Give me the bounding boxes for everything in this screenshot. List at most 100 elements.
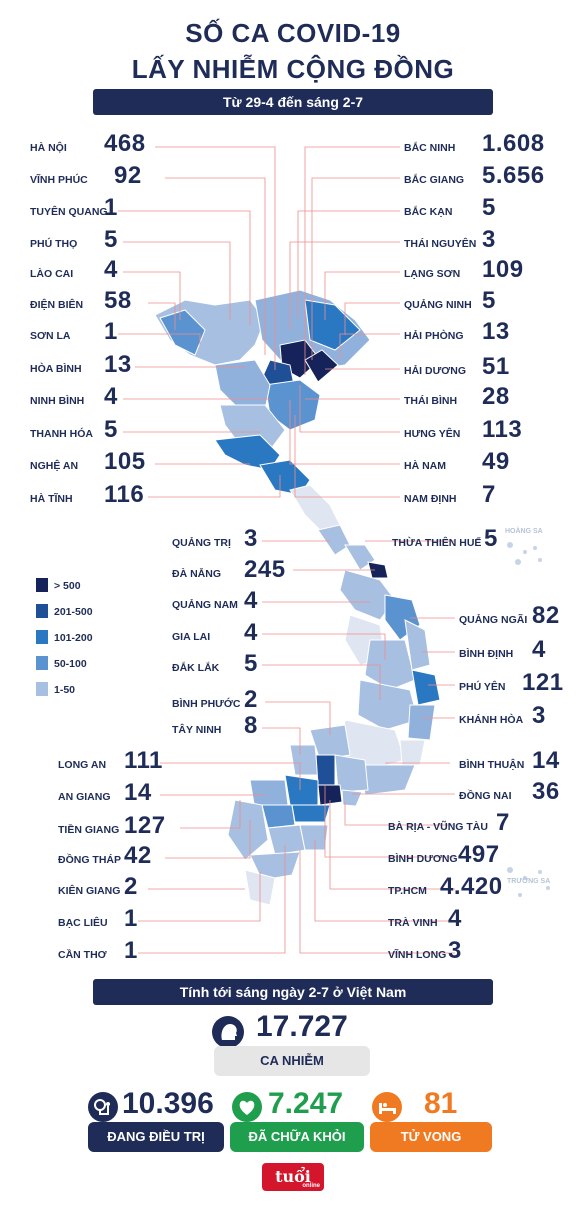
province-count: 7 bbox=[496, 809, 510, 836]
province-label: LONG AN bbox=[58, 759, 107, 771]
province-count: 3 bbox=[482, 226, 496, 253]
person-head-icon bbox=[212, 1016, 244, 1048]
legend-label: 101-200 bbox=[54, 632, 93, 644]
province-label: TP.HCM bbox=[388, 885, 427, 897]
province-count: 2 bbox=[124, 873, 138, 900]
region-hcm bbox=[317, 784, 343, 806]
stethoscope-icon bbox=[88, 1092, 118, 1122]
province-count: 3 bbox=[448, 937, 462, 964]
legend-swatch bbox=[36, 656, 48, 670]
region-quangnam bbox=[339, 569, 396, 621]
region-langson bbox=[304, 299, 361, 351]
legend-swatch bbox=[36, 630, 48, 644]
province-label: ĐỒNG NAI bbox=[459, 790, 512, 802]
province-label: QUẢNG NGÃI bbox=[459, 614, 528, 626]
province-label: PHÚ YÊN bbox=[459, 681, 506, 693]
province-count: 497 bbox=[458, 841, 500, 868]
province-label: ĐỒNG THÁP bbox=[58, 854, 121, 866]
province-label: HẢI PHÒNG bbox=[404, 330, 464, 342]
region-hoabinh bbox=[214, 359, 271, 411]
region-khanhhoa bbox=[407, 704, 436, 741]
region-tiengiang bbox=[291, 804, 331, 823]
region-daklak bbox=[357, 679, 419, 731]
province-count: 4 bbox=[532, 636, 546, 663]
legend-label: 201-500 bbox=[54, 606, 93, 618]
region-ninhthuan bbox=[399, 739, 426, 766]
province-count: 245 bbox=[244, 556, 286, 583]
province-label: SƠN LA bbox=[30, 330, 71, 342]
province-label: THỪA THIÊN HUẾ bbox=[392, 537, 482, 549]
region-bacninh bbox=[304, 349, 339, 383]
province-count: 113 bbox=[482, 416, 523, 443]
province-count: 5 bbox=[104, 416, 118, 443]
province-label: GIA LAI bbox=[172, 631, 211, 643]
legend-swatch bbox=[36, 604, 48, 618]
province-count: 4 bbox=[104, 383, 118, 410]
province-label: BÌNH THUẬN bbox=[459, 759, 525, 771]
province-label: QUẢNG NINH bbox=[404, 299, 472, 311]
logo-sub: online bbox=[302, 1183, 320, 1189]
deaths-label: TỬ VONG bbox=[370, 1122, 492, 1152]
province-label: LẠNG SƠN bbox=[404, 268, 461, 280]
province-count: 51 bbox=[482, 353, 510, 380]
region-tayninh bbox=[289, 744, 319, 776]
deaths-value: 81 bbox=[424, 1087, 458, 1120]
heart-icon bbox=[232, 1092, 262, 1122]
province-label: TUYÊN QUANG bbox=[30, 206, 108, 218]
province-label: BÌNH ĐỊNH bbox=[459, 648, 514, 660]
province-count: 13 bbox=[482, 318, 510, 345]
region-travinh bbox=[299, 824, 329, 851]
province-count: 1 bbox=[104, 194, 118, 221]
province-count: 92 bbox=[114, 162, 142, 189]
province-label: BÌNH PHƯỚC bbox=[172, 698, 241, 710]
province-label: QUẢNG NAM bbox=[172, 599, 238, 611]
title-line-1: SỐ CA COVID-19 bbox=[185, 18, 401, 48]
province-label: HÀ NỘI bbox=[30, 142, 67, 154]
leader-lines bbox=[118, 146, 455, 954]
province-count: 1.608 bbox=[482, 130, 545, 157]
region-phuyen bbox=[411, 669, 441, 706]
province-count: 468 bbox=[104, 130, 146, 157]
province-count: 4.420 bbox=[440, 873, 503, 900]
province-label: ĐIỆN BIÊN bbox=[30, 299, 84, 311]
province-label: HẢI DƯƠNG bbox=[404, 365, 467, 377]
province-label: AN GIANG bbox=[58, 791, 111, 803]
province-label: HƯNG YÊN bbox=[404, 428, 461, 440]
province-label: BẮC KẠN bbox=[404, 206, 453, 218]
summary-banner: Tính tới sáng ngày 2-7 ở Việt Nam bbox=[93, 979, 493, 1005]
province-count: 121 bbox=[522, 669, 564, 696]
region-dongthap bbox=[261, 804, 296, 829]
province-label: PHÚ THỌ bbox=[30, 238, 78, 250]
central-highlands bbox=[339, 569, 441, 796]
province-count: 4 bbox=[104, 256, 118, 283]
cases-label: CA NHIỄM bbox=[214, 1046, 370, 1076]
province-label: CẦN THƠ bbox=[58, 949, 107, 961]
logo-text: tuổi trẻ bbox=[275, 1167, 311, 1214]
province-count: 13 bbox=[104, 351, 132, 378]
province-count: 49 bbox=[482, 448, 510, 475]
province-label: BẮC NINH bbox=[404, 142, 456, 154]
province-label: THÁI BÌNH bbox=[404, 395, 458, 407]
province-label: NGHỆ AN bbox=[30, 460, 79, 472]
region-binhdinh bbox=[404, 619, 431, 671]
province-count: 5.656 bbox=[482, 162, 545, 189]
date-range-banner: Từ 29-4 đến sáng 2-7 bbox=[93, 89, 493, 115]
treating-label: ĐANG ĐIỀU TRỊ bbox=[88, 1122, 224, 1152]
province-count: 3 bbox=[532, 702, 546, 729]
southern-region bbox=[227, 724, 369, 906]
province-count: 5 bbox=[104, 226, 118, 253]
legend-swatch bbox=[36, 682, 48, 696]
region-danang bbox=[367, 561, 389, 579]
recovered-value: 7.247 bbox=[268, 1087, 344, 1120]
province-count: 5 bbox=[482, 287, 496, 314]
province-count: 28 bbox=[482, 383, 510, 410]
province-count: 4 bbox=[244, 619, 258, 646]
province-count: 36 bbox=[532, 778, 560, 805]
legend-label: 50-100 bbox=[54, 658, 87, 670]
province-count: 127 bbox=[124, 812, 166, 839]
province-label: NAM ĐỊNH bbox=[404, 493, 457, 505]
region-gialai bbox=[364, 639, 416, 691]
province-count: 105 bbox=[104, 448, 146, 475]
province-label: BẮC GIANG bbox=[404, 174, 465, 186]
